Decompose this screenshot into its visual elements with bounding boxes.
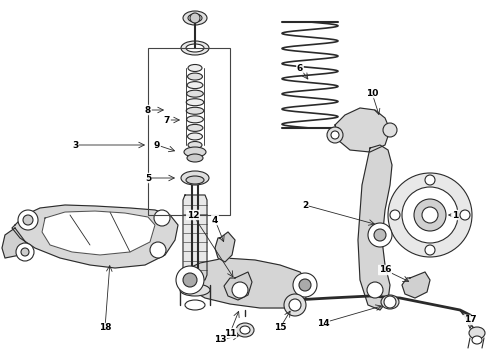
Ellipse shape: [188, 64, 202, 72]
Text: 2: 2: [302, 201, 308, 210]
Circle shape: [289, 299, 301, 311]
Polygon shape: [42, 211, 155, 255]
Ellipse shape: [186, 99, 204, 106]
Polygon shape: [185, 258, 310, 308]
Text: 9: 9: [154, 140, 160, 149]
Ellipse shape: [381, 295, 399, 309]
Text: 10: 10: [366, 89, 378, 98]
Bar: [148, 48, 230, 215]
Ellipse shape: [236, 323, 254, 337]
Ellipse shape: [188, 14, 202, 22]
Text: 4: 4: [212, 216, 218, 225]
Polygon shape: [402, 272, 430, 298]
Circle shape: [367, 282, 383, 298]
Ellipse shape: [180, 284, 210, 296]
Text: 8: 8: [145, 105, 151, 114]
Circle shape: [327, 127, 343, 143]
Circle shape: [154, 210, 170, 226]
Text: 15: 15: [274, 324, 286, 333]
Ellipse shape: [188, 141, 202, 149]
Ellipse shape: [472, 336, 482, 344]
Circle shape: [183, 273, 197, 287]
Circle shape: [368, 223, 392, 247]
Circle shape: [150, 242, 166, 258]
Ellipse shape: [240, 326, 250, 334]
Ellipse shape: [185, 300, 205, 310]
Ellipse shape: [187, 125, 203, 131]
Ellipse shape: [187, 154, 203, 162]
Polygon shape: [224, 272, 252, 300]
Text: 18: 18: [99, 324, 111, 333]
Ellipse shape: [186, 176, 204, 184]
Ellipse shape: [186, 44, 204, 52]
Ellipse shape: [181, 171, 209, 185]
Circle shape: [425, 175, 435, 185]
Circle shape: [460, 210, 470, 220]
Circle shape: [331, 131, 339, 139]
Circle shape: [390, 210, 400, 220]
Circle shape: [402, 187, 458, 243]
Circle shape: [190, 13, 200, 23]
Ellipse shape: [181, 41, 209, 55]
Ellipse shape: [187, 116, 203, 123]
Circle shape: [18, 210, 38, 230]
Text: 14: 14: [317, 319, 329, 328]
Circle shape: [21, 248, 29, 256]
Text: 13: 13: [214, 336, 226, 345]
Circle shape: [232, 282, 248, 298]
Text: 17: 17: [464, 315, 476, 324]
Text: 16: 16: [379, 266, 391, 275]
Circle shape: [16, 243, 34, 261]
Polygon shape: [215, 232, 235, 262]
Ellipse shape: [184, 147, 206, 157]
Text: 1: 1: [452, 211, 458, 220]
Circle shape: [388, 173, 472, 257]
Ellipse shape: [183, 11, 207, 25]
Text: 7: 7: [164, 116, 170, 125]
Ellipse shape: [186, 107, 204, 114]
Circle shape: [414, 199, 446, 231]
Circle shape: [422, 207, 438, 223]
Text: 3: 3: [72, 140, 78, 149]
Polygon shape: [358, 145, 392, 310]
Circle shape: [374, 229, 386, 241]
Text: 12: 12: [187, 211, 199, 220]
Ellipse shape: [187, 82, 203, 89]
Polygon shape: [335, 108, 390, 152]
Circle shape: [23, 215, 33, 225]
Circle shape: [384, 296, 396, 308]
Circle shape: [176, 266, 204, 294]
Circle shape: [425, 245, 435, 255]
Circle shape: [284, 294, 306, 316]
Ellipse shape: [188, 73, 202, 80]
Text: 5: 5: [145, 174, 151, 183]
Ellipse shape: [187, 90, 203, 97]
Ellipse shape: [469, 327, 485, 339]
Text: 6: 6: [297, 63, 303, 72]
Circle shape: [299, 279, 311, 291]
Circle shape: [293, 273, 317, 297]
Circle shape: [383, 123, 397, 137]
Polygon shape: [12, 205, 178, 268]
Polygon shape: [2, 228, 30, 258]
Polygon shape: [183, 195, 207, 280]
Text: 11: 11: [224, 328, 236, 338]
Ellipse shape: [188, 133, 202, 140]
